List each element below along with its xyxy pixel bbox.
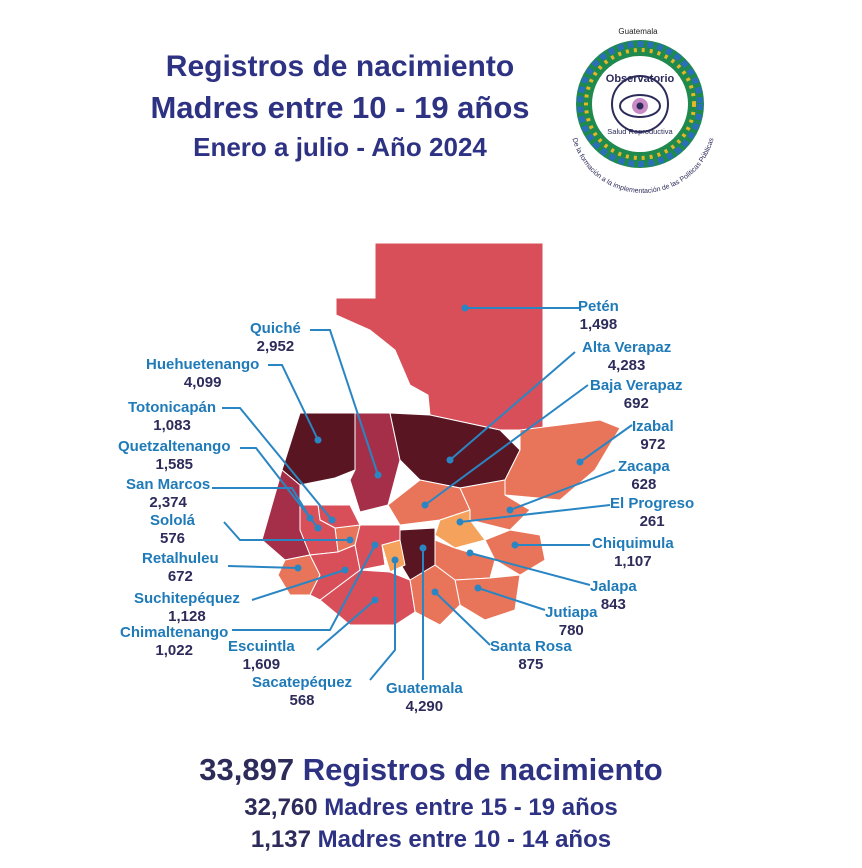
label-chiquimula: Chiquimula 1,107: [592, 535, 674, 570]
region-escuintla: [319, 569, 416, 626]
total-15-19: 32,760 Madres entre 15 - 19 años: [244, 794, 618, 821]
label-peten: Petén 1,498: [578, 298, 619, 333]
label-totonicapan: Totonicapán 1,083: [128, 399, 217, 434]
label-el-progreso: El Progreso 261: [610, 495, 695, 530]
logo-ring-word2: Salud Reproductiva: [607, 127, 673, 136]
label-solola: Sololá 576: [150, 512, 196, 547]
total-registros: 33,897 Registros de nacimiento: [199, 752, 663, 787]
page-subtitle: Madres entre 10 - 19 años: [150, 90, 530, 125]
label-escuintla: Escuintla 1,609: [228, 638, 295, 673]
total-10-14: 1,137 Madres entre 10 - 14 años: [250, 826, 612, 853]
logo-top-text: Guatemala: [618, 27, 658, 36]
label-alta-verapaz: Alta Verapaz 4,283: [582, 339, 672, 374]
region-huehuetenango: [281, 412, 356, 486]
region-quiche: [349, 412, 401, 513]
label-baja-verapaz: Baja Verapaz 692: [590, 377, 683, 412]
label-huehuetenango: Huehuetenango 4,099: [146, 356, 260, 391]
region-izabal: [504, 419, 621, 501]
label-quiche: Quiché 2,952: [250, 320, 301, 355]
label-jutiapa: Jutiapa 780: [545, 604, 598, 639]
label-izabal: Izabal 972: [632, 418, 674, 453]
label-chimaltenango: Chimaltenango 1,022: [120, 624, 229, 659]
region-jutiapa: [454, 574, 521, 621]
region-chiquimula: [484, 529, 546, 576]
observatorio-logo: Guatemala Observatorio Salud Reproductiv…: [570, 27, 715, 195]
label-zacapa: Zacapa 628: [618, 458, 670, 493]
label-retalhuleu: Retalhuleu 672: [142, 550, 219, 585]
label-sacatepequez: Sacatepéquez 568: [252, 674, 353, 709]
label-jalapa: Jalapa 843: [590, 578, 637, 613]
region-peten: [335, 242, 544, 431]
logo-ring-word1: Observatorio: [606, 73, 675, 85]
leader-lines: [212, 304, 633, 681]
label-santa-rosa: Santa Rosa 875: [490, 638, 572, 673]
label-guatemala: Guatemala 4,290: [386, 680, 463, 715]
eye-icon: [619, 94, 661, 118]
page-title: Registros de nacimiento: [165, 50, 515, 83]
label-quetzaltenango: Quetzaltenango 1,585: [118, 438, 231, 473]
label-suchitepequez: Suchitepéquez 1,128: [134, 590, 240, 625]
label-san-marcos: San Marcos 2,374: [126, 476, 211, 511]
period-label: Enero a julio - Año 2024: [193, 132, 487, 162]
